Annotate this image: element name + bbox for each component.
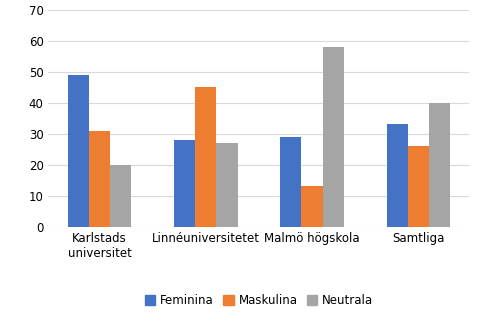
Bar	[195, 87, 216, 227]
Bar	[216, 143, 238, 227]
Bar	[110, 165, 131, 227]
Bar	[323, 47, 344, 227]
Bar	[280, 137, 302, 227]
Bar	[387, 124, 408, 227]
Bar	[89, 131, 110, 227]
Legend: Feminina, Maskulina, Neutrala: Feminina, Maskulina, Neutrala	[140, 290, 378, 312]
Bar	[174, 140, 195, 227]
Bar	[302, 187, 323, 227]
Bar	[408, 146, 429, 227]
Bar	[429, 103, 450, 227]
Bar	[68, 75, 89, 227]
